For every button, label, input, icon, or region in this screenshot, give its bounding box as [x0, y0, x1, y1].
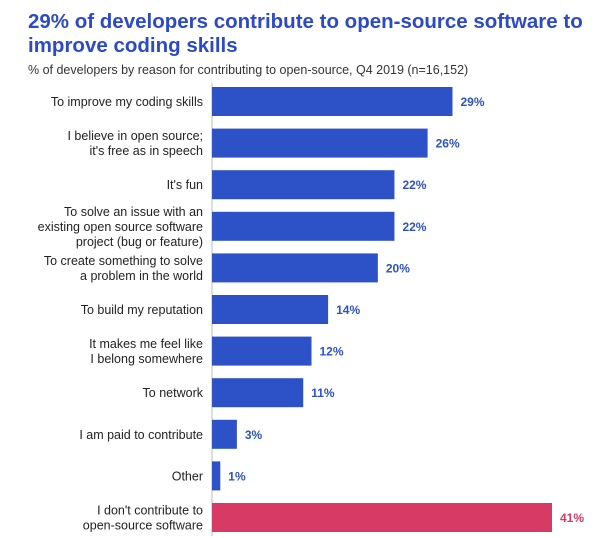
value-label-4: 20% [386, 261, 410, 275]
value-label-5: 14% [336, 303, 360, 317]
category-label-4: To create something to solve a problem in… [44, 254, 203, 283]
value-label-9: 1% [228, 469, 246, 483]
category-label-3: To solve an issue with an existing open s… [38, 205, 203, 249]
bar-4 [212, 253, 378, 283]
category-label-0: To improve my coding skills [51, 95, 203, 109]
chart-title: 29% of developers contribute to open-sou… [28, 10, 583, 57]
category-label-1: I believe in open source; it's free as in… [67, 129, 203, 158]
category-label-9: Other [172, 469, 203, 483]
bar-5 [212, 295, 329, 324]
value-label-1: 26% [436, 137, 460, 151]
bar-1 [212, 128, 428, 158]
value-label-6: 12% [320, 345, 344, 359]
bar-6 [212, 336, 312, 366]
category-label-8: I am paid to contribute [79, 428, 203, 442]
category-label-5: To build my reputation [81, 303, 203, 317]
chart-subtitle: % of developers by reason for contributi… [28, 63, 469, 77]
category-label-7: To network [143, 386, 204, 400]
value-label-3: 22% [402, 220, 426, 234]
value-label-10: 41% [560, 511, 584, 525]
value-label-2: 22% [402, 178, 426, 192]
bar-7 [212, 378, 304, 408]
category-label-10: I don't contribute to open-source softwar… [83, 504, 203, 533]
bar-2 [212, 170, 395, 200]
bar-10 [212, 503, 552, 532]
bar-8 [212, 419, 237, 449]
bar-3 [212, 211, 395, 241]
bar-0 [212, 87, 453, 116]
category-label-6: It makes me feel like I belong somewhere [89, 337, 203, 366]
value-label-8: 3% [245, 428, 263, 442]
category-label-2: It's fun [167, 178, 203, 192]
value-label-7: 11% [311, 386, 335, 400]
value-label-0: 29% [460, 95, 484, 109]
bar-9 [212, 461, 221, 491]
